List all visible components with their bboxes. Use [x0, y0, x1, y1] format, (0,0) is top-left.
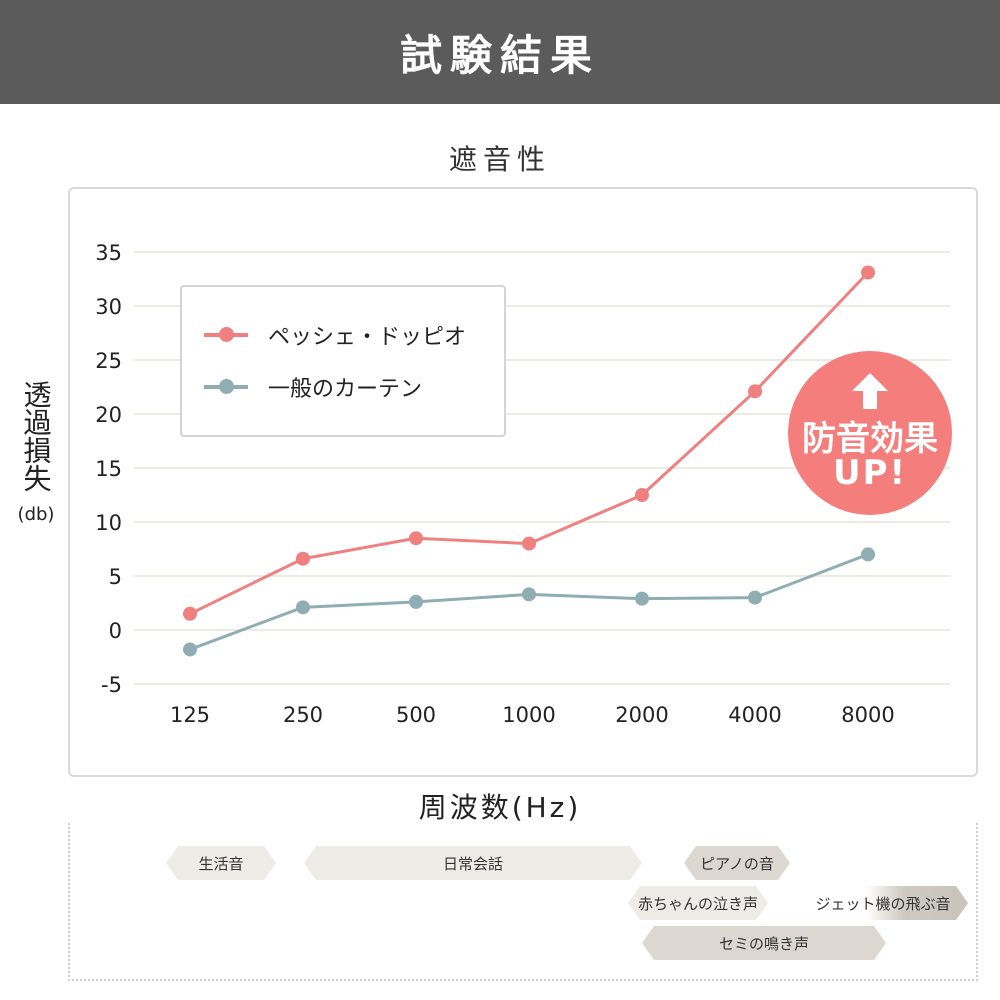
x-tick-label: 500 — [396, 703, 436, 727]
chart-legend: ペッシェ・ドッピオ 一般のカーテン — [180, 285, 506, 437]
data-point-series-0 — [748, 384, 762, 399]
data-point-series-0 — [296, 551, 310, 566]
data-point-series-0 — [409, 531, 423, 546]
data-point-series-1 — [635, 591, 649, 606]
legend-swatch-peche — [204, 327, 248, 342]
soundproof-up-badge: 防音効果 UP! — [788, 351, 952, 515]
sound-example-pill: 日常会話 — [304, 846, 642, 880]
y-tick-label: 5 — [109, 565, 122, 589]
data-point-series-1 — [748, 590, 762, 605]
y-tick-label: -5 — [101, 673, 122, 697]
x-tick-label: 8000 — [841, 703, 894, 727]
up-arrow-icon — [852, 373, 888, 409]
x-tick-label: 4000 — [728, 703, 781, 727]
page-title: 試験結果 — [399, 30, 600, 80]
y-tick-label: 35 — [95, 241, 122, 265]
legend-label-curtain: 一般のカーテン — [268, 377, 423, 402]
y-tick-label: 30 — [95, 295, 122, 319]
data-point-series-0 — [635, 488, 649, 502]
y-axis-unit: (db) — [17, 504, 55, 525]
legend-swatch-curtain — [204, 379, 248, 394]
header-bar: 試験結果 — [0, 0, 1000, 104]
x-tick-label: 1000 — [502, 703, 555, 727]
x-tick-label: 250 — [283, 703, 323, 727]
y-tick-label: 15 — [95, 457, 122, 481]
legend-item-peche: ペッシェ・ドッピオ — [204, 315, 466, 355]
x-tick-label: 125 — [170, 703, 210, 727]
data-point-series-0 — [522, 536, 536, 551]
x-axis-label: 周波数(Hz) — [418, 791, 582, 824]
sound-examples-area: 生活音 日常会話 ピアノの音 赤ちゃんの泣き声 ジェット機の飛ぶ音 セミの鳴き声 — [68, 823, 978, 981]
sound-example-pill: セミの鳴き声 — [642, 926, 886, 960]
sound-example-pill: 生活音 — [166, 846, 276, 880]
badge-text-up: UP! — [832, 453, 908, 493]
data-point-series-1 — [296, 600, 310, 615]
data-point-series-1 — [409, 594, 423, 609]
y-tick-label: 20 — [95, 403, 122, 427]
badge-text-main: 防音効果 — [802, 419, 938, 459]
sound-example-pill: ジェット機の飛ぶ音 — [798, 886, 968, 920]
series-line-1 — [189, 552, 869, 651]
data-point-series-1 — [183, 642, 197, 657]
legend-item-curtain: 一般のカーテン — [204, 367, 422, 407]
legend-label-peche: ペッシェ・ドッピオ — [268, 325, 467, 350]
y-tick-label: 25 — [95, 349, 122, 373]
sound-example-pill: ピアノの音 — [684, 846, 790, 880]
y-axis-title: 透過損失 — [19, 380, 53, 492]
data-point-series-0 — [183, 606, 197, 621]
x-tick-label: 2000 — [615, 703, 668, 727]
y-axis-label: 透過損失 (db) — [14, 380, 58, 527]
y-tick-label: 10 — [95, 511, 122, 535]
chart-title: 遮音性 — [448, 143, 551, 176]
sound-example-pill: 赤ちゃんの泣き声 — [628, 886, 768, 920]
y-tick-label: 0 — [109, 619, 122, 643]
data-point-series-1 — [522, 587, 536, 602]
data-point-series-1 — [861, 547, 875, 562]
data-point-series-0 — [861, 265, 875, 280]
